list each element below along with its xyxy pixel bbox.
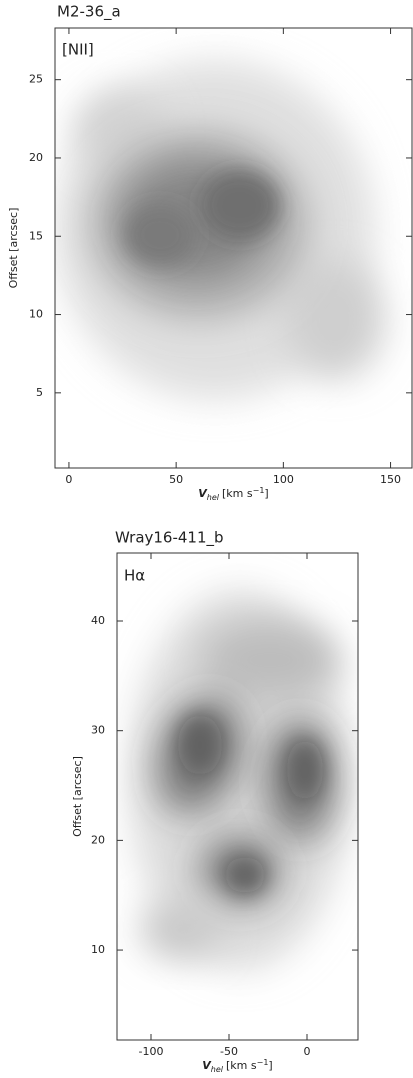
x-label-close: ] [268,1059,272,1072]
y-tick-label: 10 [91,943,105,956]
y-tick-label: 15 [29,229,43,242]
x-axis-label: Vhel [km s−1] [202,1058,272,1074]
x-label-subscript: hel [211,1065,224,1074]
plot-frame [54,27,413,469]
x-label-symbol: V [202,1059,212,1072]
x-tick-label: 150 [380,473,401,486]
x-axis-label: Vhel [km s−1] [198,486,268,502]
x-label-exponent: −1 [257,1058,269,1067]
x-label-unit: [km s [226,1059,257,1072]
x-tick-label: 100 [273,473,294,486]
x-tick-label: -100 [139,1045,164,1058]
x-tick-label: 50 [169,473,183,486]
y-tick-label: 40 [91,614,105,627]
chart-title: Wray16-411_b [115,529,224,548]
x-tick-label: 0 [65,473,72,486]
y-tick-label: 10 [29,308,43,321]
line-label: [NII] [62,41,94,59]
y-axis-label: Offset [arcsec] [7,208,20,289]
y-tick-label: 30 [91,724,105,737]
emission-image [55,28,412,468]
plot-frame [116,552,359,1041]
x-label-exponent: −1 [253,486,265,495]
x-label-symbol: V [198,487,208,500]
y-tick-label: 25 [29,73,43,86]
x-label-subscript: hel [207,493,220,502]
x-tick-label: -50 [220,1045,238,1058]
x-tick-label: 0 [303,1045,310,1058]
y-axis-label: Offset [arcsec] [71,756,84,837]
y-tick-label: 5 [36,386,43,399]
chart-title: M2-36_a [57,3,121,22]
x-label-close: ] [264,487,268,500]
y-tick-label: 20 [29,151,43,164]
x-label-unit: [km s [222,487,253,500]
line-label: Hα [124,567,145,585]
y-tick-label: 20 [91,833,105,846]
emission-image [117,553,358,1040]
